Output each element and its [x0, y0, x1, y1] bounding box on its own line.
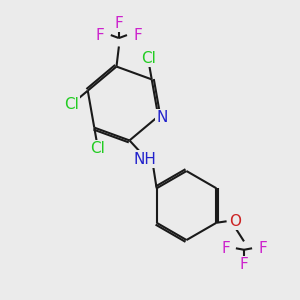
Text: F: F	[133, 28, 142, 43]
Text: F: F	[115, 16, 123, 31]
Text: F: F	[221, 241, 230, 256]
Text: Cl: Cl	[91, 141, 105, 156]
Text: N: N	[156, 110, 167, 125]
Text: F: F	[240, 257, 248, 272]
Text: Cl: Cl	[141, 51, 155, 66]
Text: NH: NH	[133, 152, 156, 166]
Text: F: F	[258, 241, 267, 256]
Text: Cl: Cl	[64, 97, 79, 112]
Text: F: F	[96, 28, 105, 43]
Text: O: O	[229, 214, 241, 229]
